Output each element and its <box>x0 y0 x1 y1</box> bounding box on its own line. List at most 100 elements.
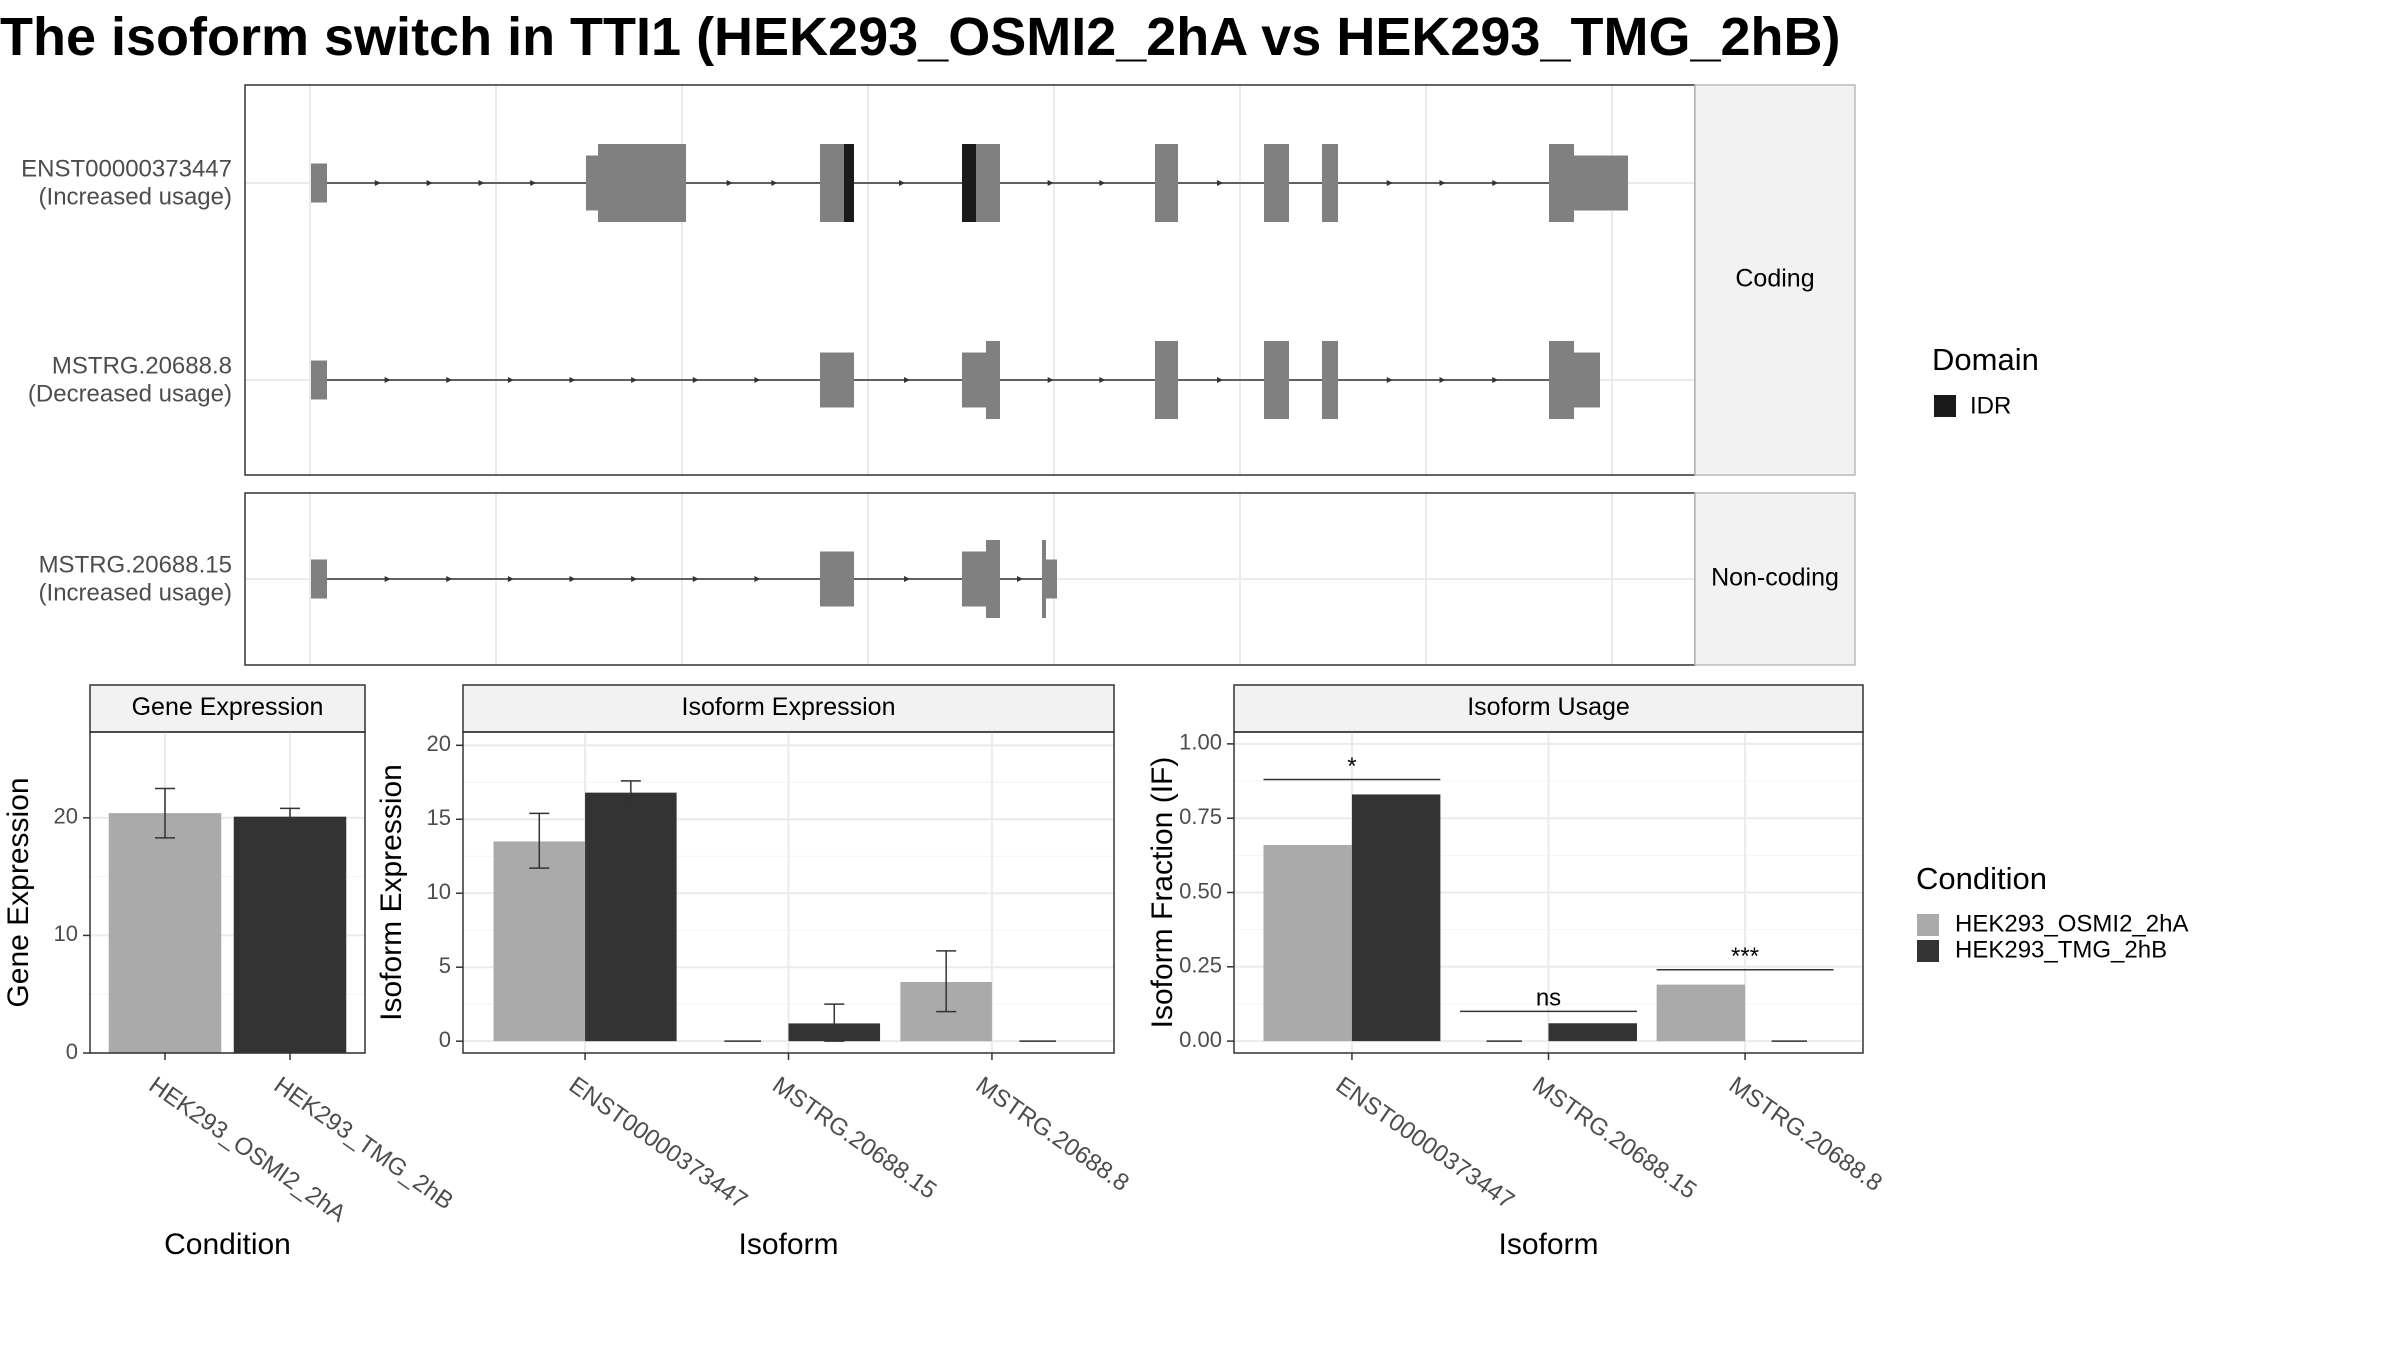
exon-block <box>1549 341 1574 419</box>
strand-arrow <box>1386 180 1393 186</box>
isoform-id-label: MSTRG.20688.15 <box>39 551 232 578</box>
y-tick-label: 0.75 <box>1179 804 1222 829</box>
strand-arrow <box>569 377 576 383</box>
condition-legend-label: HEK293_OSMI2_2hA <box>1955 910 2188 937</box>
strand-arrow <box>1047 377 1054 383</box>
isoform-usage-label: (Increased usage) <box>39 579 232 606</box>
exon-block <box>1574 352 1600 408</box>
strand-arrow <box>507 377 514 383</box>
y-tick-label: 15 <box>427 805 451 830</box>
idr-domain <box>844 144 854 222</box>
strand-arrow <box>478 180 485 186</box>
strand-arrow <box>1047 180 1054 186</box>
strand-arrow <box>384 576 391 582</box>
strand-arrow <box>754 576 761 582</box>
exon-block <box>1264 144 1289 222</box>
y-axis-title: Isoform Fraction (IF) <box>1146 757 1179 1029</box>
strand-arrow <box>569 576 576 582</box>
significance-label: ns <box>1536 985 1561 1012</box>
strand-arrow <box>1439 180 1446 186</box>
x-axis-title: Isoform <box>1498 1228 1598 1261</box>
exon-block <box>962 352 986 408</box>
bar <box>585 792 677 1042</box>
facet-strip <box>1694 84 1856 476</box>
exon-block <box>598 144 686 222</box>
strand-arrow <box>1492 180 1499 186</box>
x-tick-label: MSTRG.20688.8 <box>971 1072 1134 1197</box>
strand-arrow <box>754 377 761 383</box>
strand-arrow <box>904 377 910 383</box>
strand-arrow <box>446 576 453 582</box>
strand-arrow <box>771 180 778 186</box>
strand-arrow <box>692 377 699 383</box>
isoform-usage-label: (Increased usage) <box>39 183 232 210</box>
x-axis-title: Condition <box>164 1228 291 1261</box>
exon-block <box>1549 144 1574 222</box>
x-tick-label: MSTRG.20688.15 <box>1527 1072 1701 1205</box>
x-tick-label: ENST00000373447 <box>564 1072 752 1215</box>
condition-legend-swatch <box>1917 940 1939 962</box>
y-tick-label: 0 <box>439 1027 451 1052</box>
facet-strip-label: Coding <box>1735 265 1814 293</box>
strand-arrow <box>446 377 453 383</box>
strand-arrow <box>726 180 733 186</box>
strand-arrow <box>1439 377 1446 383</box>
x-tick-label: MSTRG.20688.8 <box>1724 1072 1887 1197</box>
bar <box>1263 844 1352 1042</box>
strand-arrow <box>1386 377 1393 383</box>
exon-block <box>1042 540 1046 618</box>
x-axis-title: Isoform <box>738 1228 838 1261</box>
strand-arrow <box>631 377 638 383</box>
y-tick-label: 0.50 <box>1179 878 1222 903</box>
domain-legend-title: Domain <box>1932 342 2039 377</box>
exon-block <box>311 559 327 599</box>
strand-arrow <box>1017 576 1023 582</box>
exon-block <box>1322 341 1338 419</box>
exon-block <box>1155 144 1178 222</box>
y-tick-label: 0.25 <box>1179 953 1222 978</box>
domain-legend-label: IDR <box>1970 392 2011 419</box>
strand-arrow <box>1217 180 1223 186</box>
strand-arrow <box>899 180 905 186</box>
x-tick-label: HEK293_OSMI2_2hA <box>144 1072 351 1228</box>
strand-arrow <box>692 576 699 582</box>
exon-block <box>820 144 844 222</box>
condition-legend-swatch <box>1917 914 1939 936</box>
chart-title: The isoform switch in TTI1 (HEK293_OSMI2… <box>0 7 1841 67</box>
exon-block <box>311 360 327 400</box>
bar <box>1351 794 1441 1042</box>
facet-strip <box>1694 492 1856 666</box>
exon-block <box>820 352 854 408</box>
structure-panel <box>245 85 1695 475</box>
significance-label: * <box>1347 753 1356 780</box>
exon-block <box>1155 341 1178 419</box>
isoform-id-label: ENST00000373447 <box>21 155 232 182</box>
panel-strip-title: Isoform Usage <box>1467 693 1630 721</box>
strand-arrow <box>1492 377 1499 383</box>
x-tick-label: MSTRG.20688.15 <box>767 1072 941 1205</box>
strand-arrow <box>1099 377 1106 383</box>
exon-block <box>586 155 598 211</box>
y-axis-title: Gene Expression <box>2 777 35 1007</box>
y-axis-title: Isoform Expression <box>375 764 408 1021</box>
bar <box>233 816 347 1053</box>
y-tick-label: 10 <box>427 879 451 904</box>
strand-arrow <box>374 180 381 186</box>
facet-strip-label: Non-coding <box>1711 564 1839 592</box>
strand-arrow <box>426 180 433 186</box>
y-tick-label: 5 <box>439 953 451 978</box>
x-tick-label: ENST00000373447 <box>1331 1072 1519 1215</box>
y-tick-label: 0 <box>66 1039 78 1064</box>
exon-block <box>1574 155 1628 211</box>
strand-arrow <box>507 576 514 582</box>
idr-domain <box>962 144 976 222</box>
bar <box>493 841 586 1042</box>
exon-block <box>986 341 1000 419</box>
strand-arrow <box>384 377 391 383</box>
strand-arrow <box>1217 377 1223 383</box>
isoform-id-label: MSTRG.20688.8 <box>52 352 232 379</box>
bar <box>108 813 222 1053</box>
panel-strip <box>89 684 366 733</box>
y-tick-label: 0.00 <box>1179 1027 1222 1052</box>
